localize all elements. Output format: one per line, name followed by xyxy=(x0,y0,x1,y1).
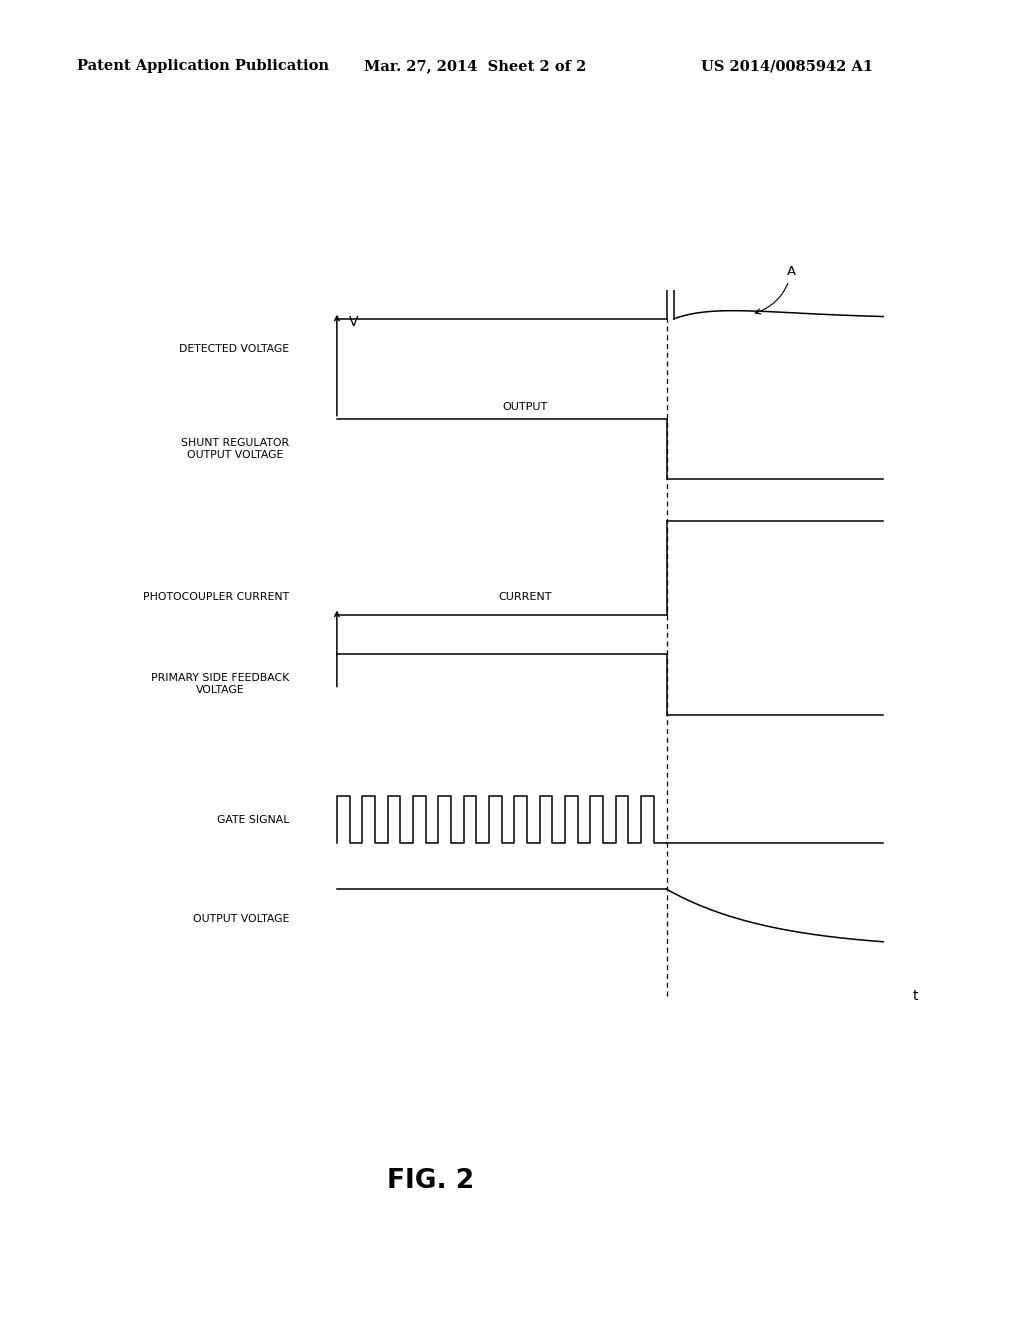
Text: US 2014/0085942 A1: US 2014/0085942 A1 xyxy=(701,59,873,74)
Text: OUTPUT VOLTAGE: OUTPUT VOLTAGE xyxy=(193,915,290,924)
Text: Mar. 27, 2014  Sheet 2 of 2: Mar. 27, 2014 Sheet 2 of 2 xyxy=(364,59,586,74)
Text: PRIMARY SIDE FEEDBACK
VOLTAGE: PRIMARY SIDE FEEDBACK VOLTAGE xyxy=(152,673,290,696)
Text: Patent Application Publication: Patent Application Publication xyxy=(77,59,329,74)
Text: OUTPUT: OUTPUT xyxy=(503,401,548,412)
Text: CURRENT: CURRENT xyxy=(499,591,552,602)
Text: V: V xyxy=(349,315,358,330)
Text: DETECTED VOLTAGE: DETECTED VOLTAGE xyxy=(179,345,290,354)
Text: SHUNT REGULATOR
OUTPUT VOLTAGE: SHUNT REGULATOR OUTPUT VOLTAGE xyxy=(181,438,290,459)
Text: GATE SIGNAL: GATE SIGNAL xyxy=(217,814,290,825)
Text: PHOTOCOUPLER CURRENT: PHOTOCOUPLER CURRENT xyxy=(143,591,290,602)
Text: FIG. 2: FIG. 2 xyxy=(386,1168,474,1195)
Text: t: t xyxy=(913,989,919,1003)
Text: A: A xyxy=(756,265,796,314)
